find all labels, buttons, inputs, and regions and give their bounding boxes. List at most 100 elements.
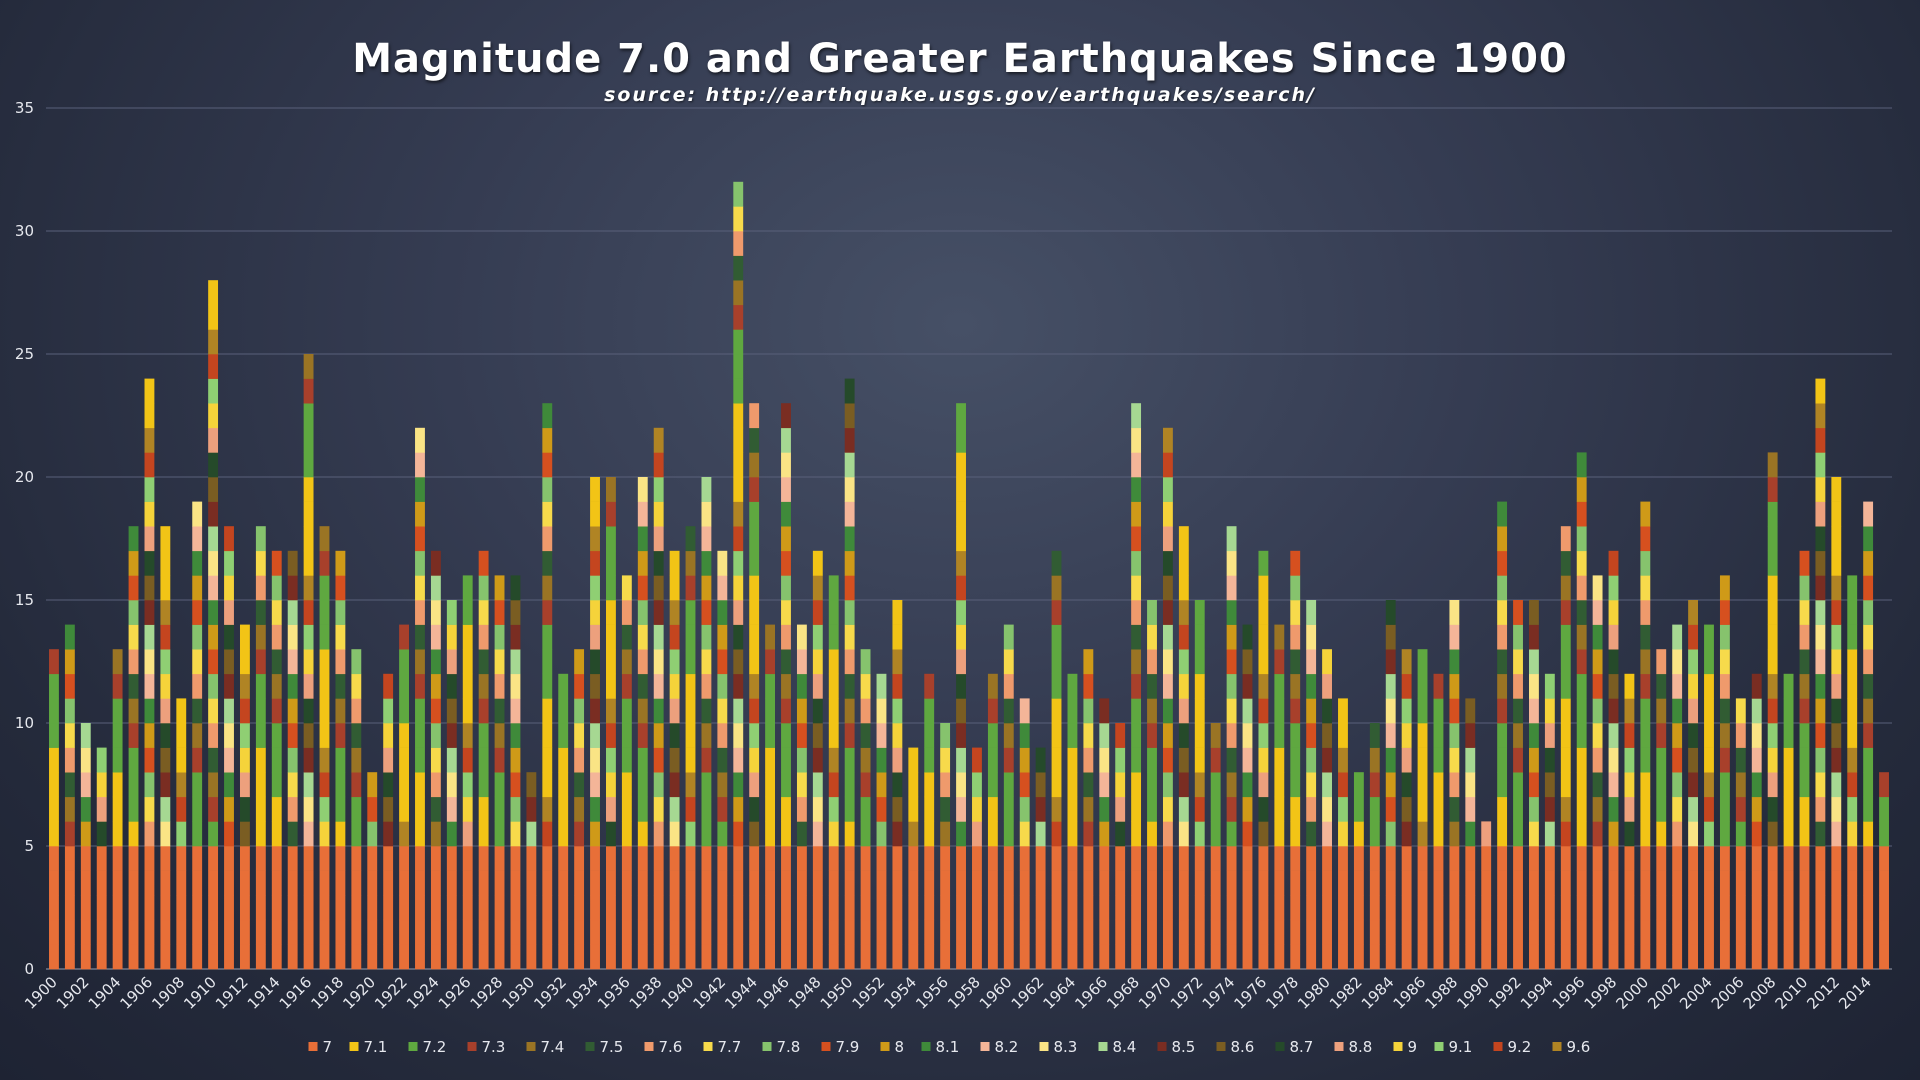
bar-segment xyxy=(637,649,648,675)
bar-segment xyxy=(1799,600,1810,625)
bar-segment xyxy=(415,452,425,478)
bar-segment xyxy=(590,821,600,847)
bar-segment xyxy=(749,796,760,822)
bar-segment xyxy=(176,747,187,773)
x-tick-label: 1986 xyxy=(1390,973,1430,1013)
bar-segment xyxy=(1783,821,1794,847)
bar-segment xyxy=(749,624,760,650)
bar-segment xyxy=(192,649,203,675)
bar-segment xyxy=(526,919,537,945)
bar-segment xyxy=(1497,919,1508,945)
bar-segment xyxy=(462,919,473,945)
bar-segment xyxy=(1640,747,1651,773)
bar-segment xyxy=(1194,772,1205,798)
bar-segment xyxy=(351,723,362,748)
bar-segment xyxy=(1385,698,1396,724)
bar-segment xyxy=(1258,772,1269,798)
bar-segment xyxy=(749,846,760,871)
bar-segment xyxy=(1194,944,1205,970)
bar-segment xyxy=(303,354,314,379)
bar-segment xyxy=(717,796,728,822)
bar-segment xyxy=(1640,821,1651,847)
bar-segment xyxy=(526,870,537,896)
bar-segment xyxy=(956,796,966,822)
bar-segment xyxy=(1258,919,1269,945)
bar-segment xyxy=(144,796,155,822)
bar-segment xyxy=(1369,919,1380,945)
bar-segment xyxy=(765,747,776,773)
bar-segment xyxy=(1369,772,1380,798)
bar-segment xyxy=(1799,846,1810,871)
bar-segment xyxy=(287,796,298,822)
x-tick-label: 1936 xyxy=(594,973,634,1013)
bar-segment xyxy=(1242,747,1253,773)
bar-segment xyxy=(590,526,600,552)
bar-segment xyxy=(335,673,346,699)
bar-segment xyxy=(987,870,998,896)
x-tick-label: 1980 xyxy=(1294,973,1334,1013)
bar-segment xyxy=(940,870,951,896)
bar-segment xyxy=(1560,846,1571,871)
bar-segment xyxy=(1162,846,1173,871)
bar-segment xyxy=(1258,747,1269,773)
bar-segment xyxy=(1815,624,1826,650)
bar-segment xyxy=(701,600,712,625)
bar-segment xyxy=(924,796,935,822)
bar-segment xyxy=(1529,772,1539,798)
bar-segment xyxy=(637,772,648,798)
bar-segment xyxy=(192,919,203,945)
bar-segment xyxy=(733,575,744,601)
bar-segment xyxy=(1704,821,1714,847)
bar-segment xyxy=(128,796,139,822)
bar-segment xyxy=(637,895,648,921)
bar-segment xyxy=(590,477,600,502)
bar-segment xyxy=(144,698,155,724)
bar-segment xyxy=(335,649,346,675)
bar-segment xyxy=(653,427,664,453)
bar-segment xyxy=(1131,575,1142,601)
bar-segment xyxy=(796,673,807,699)
bar-segment xyxy=(1592,944,1603,970)
bar-segment xyxy=(446,624,457,650)
bar-segment xyxy=(192,550,203,576)
bar-segment xyxy=(1003,895,1014,921)
bar-segment xyxy=(144,501,155,527)
bar-segment xyxy=(1529,649,1539,675)
bar-segment xyxy=(1847,600,1858,625)
bar-segment xyxy=(1608,624,1619,650)
bar-segment xyxy=(1576,846,1587,871)
bar-segment xyxy=(1688,846,1699,871)
bar-segment xyxy=(1497,870,1508,896)
bar-segment xyxy=(1417,673,1428,699)
bar-segment xyxy=(1051,698,1062,724)
bar-segment xyxy=(1672,846,1683,871)
bar-segment xyxy=(1035,772,1046,798)
bar-segment xyxy=(1847,575,1858,601)
bar-segment xyxy=(1560,870,1571,896)
bar-segment xyxy=(1560,821,1571,847)
bar-segment xyxy=(1003,747,1014,773)
bar-segment xyxy=(255,772,266,798)
bar-segment xyxy=(637,477,648,502)
bar-segment xyxy=(1162,944,1173,970)
bar-segment xyxy=(96,772,107,798)
bar-segment xyxy=(940,821,951,847)
bar-segment xyxy=(335,575,346,601)
legend-swatch xyxy=(526,1042,536,1051)
bar-segment xyxy=(1560,944,1571,970)
bar-segment xyxy=(303,723,314,748)
bar-segment xyxy=(717,550,728,576)
bar-segment xyxy=(128,772,139,798)
bar-segment xyxy=(208,427,219,453)
bar-segment xyxy=(1815,600,1826,625)
bar-segment xyxy=(749,600,760,625)
bar-segment xyxy=(383,698,394,724)
bar-segment xyxy=(1656,846,1667,871)
bar-segment xyxy=(1815,772,1826,798)
bar-segment xyxy=(796,895,807,921)
bar-segment xyxy=(1274,698,1285,724)
bar-segment xyxy=(160,624,171,650)
bar-segment xyxy=(335,796,346,822)
bar-segment xyxy=(1863,919,1874,945)
x-tick-label: 1954 xyxy=(880,973,920,1013)
